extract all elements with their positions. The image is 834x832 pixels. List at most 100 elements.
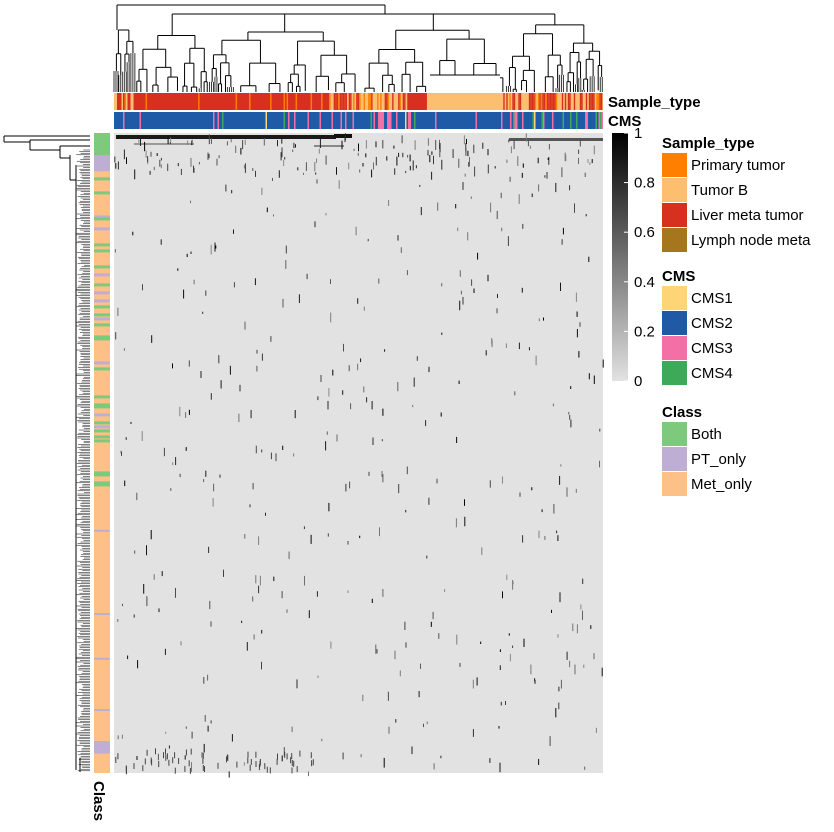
heatmap-cell <box>534 678 536 682</box>
heatmap-cell <box>156 153 158 156</box>
sample-type-cell <box>599 93 601 110</box>
legend-item-label: Primary tumor <box>691 157 785 174</box>
heatmap-cell <box>203 479 205 483</box>
heatmap-cell <box>506 159 508 163</box>
heatmap-cell <box>496 308 498 314</box>
heatmap-cell <box>469 156 470 167</box>
heatmap-cell <box>472 679 474 689</box>
heatmap-cell <box>599 428 601 432</box>
heatmap-cell <box>513 140 515 150</box>
cms-cell <box>319 112 321 129</box>
heatmap-cell <box>193 165 194 173</box>
heatmap-cell <box>349 481 351 489</box>
heatmap-cell <box>159 159 161 167</box>
class-cell <box>94 177 110 181</box>
class-cell <box>94 305 110 309</box>
heatmap-cell <box>570 386 572 389</box>
class-cell <box>94 215 110 219</box>
sample-type-cell <box>120 93 122 110</box>
sample-type-cell <box>249 93 251 110</box>
cms-cell <box>514 112 516 129</box>
sample-type-cell <box>510 93 513 110</box>
heatmap-cell <box>415 165 417 169</box>
sample-type-cell <box>585 93 588 110</box>
cms-cell <box>283 112 285 129</box>
sample-type-cell <box>132 93 134 110</box>
class-cell <box>94 227 110 231</box>
heatmap-cell <box>472 729 474 737</box>
heatmap-cell <box>432 611 434 620</box>
heatmap-cell <box>400 247 402 253</box>
heatmap-cell <box>552 403 554 407</box>
heatmap-cell <box>527 141 529 147</box>
heatmap-cell <box>468 162 470 167</box>
heatmap-cell <box>285 260 287 269</box>
heatmap-cell <box>225 184 227 192</box>
heatmap-cell <box>365 140 367 149</box>
cms-cell <box>598 112 600 129</box>
heatmap-cell <box>137 660 139 669</box>
heatmap-cell <box>584 766 586 770</box>
heatmap-cell <box>510 146 512 154</box>
sample-type-track-label: Sample_type <box>608 94 701 111</box>
heatmap-cell <box>427 150 429 153</box>
sample-type-cell <box>570 93 573 110</box>
heatmap-cell <box>292 149 294 152</box>
heatmap-cell <box>269 767 271 774</box>
class-cell <box>94 439 110 443</box>
legend-swatch <box>662 472 687 496</box>
class-cell <box>94 291 110 295</box>
sample-type-cell <box>591 93 594 110</box>
sample-type-cell <box>198 93 200 110</box>
heatmap-cell <box>193 167 195 173</box>
heatmap-cell <box>576 329 578 338</box>
legend-swatch <box>662 311 687 335</box>
heatmap-cell <box>327 400 329 410</box>
heatmap-cell <box>566 651 568 660</box>
class-cell <box>94 265 110 269</box>
class-cell <box>94 249 110 253</box>
sample-type-cell <box>522 93 525 110</box>
heatmap-cell <box>198 161 200 165</box>
heatmap-cell <box>401 135 403 144</box>
heatmap-cell <box>177 163 179 167</box>
heatmap-cell <box>191 731 193 739</box>
heatmap-cell <box>529 145 531 149</box>
heatmap-cell <box>114 249 116 253</box>
heatmap-cell <box>512 580 514 590</box>
sample-type-cell <box>524 93 526 110</box>
sample-type-cell <box>560 93 562 110</box>
sample-type-cell <box>117 93 119 110</box>
heatmap-cell <box>277 753 278 760</box>
heatmap-cell <box>431 151 433 155</box>
heatmap-cell <box>134 550 136 554</box>
heatmap-cell <box>136 492 138 501</box>
heatmap-cell <box>179 406 181 417</box>
heatmap-cell <box>243 165 245 169</box>
sample-type-cell <box>286 93 289 110</box>
heatmap-cell <box>439 143 441 153</box>
heatmap-cell <box>123 149 125 160</box>
heatmap-cell <box>487 149 489 156</box>
heatmap-cell <box>350 403 352 410</box>
heatmap-cell <box>258 764 260 771</box>
cms-cell <box>405 112 407 129</box>
cms-track-label: CMS <box>608 113 641 130</box>
heatmap-cell <box>209 600 211 610</box>
sample-type-cell <box>588 93 591 110</box>
heatmap-cell <box>590 625 592 629</box>
heatmap-cell <box>314 221 316 228</box>
heatmap-cell <box>490 202 492 213</box>
heatmap-cell <box>166 753 168 760</box>
sample-type-cell <box>525 93 528 110</box>
sample-type-cell <box>537 93 540 110</box>
heatmap-cell <box>459 270 461 277</box>
heatmap-cell <box>252 168 254 171</box>
heatmap-cell <box>574 203 575 213</box>
heatmap-cell <box>146 596 148 607</box>
heatmap-cell <box>458 380 460 384</box>
heatmap-cell <box>212 498 214 507</box>
heatmap-cell <box>291 767 293 774</box>
heatmap-cell <box>399 670 401 677</box>
sample-type-cell <box>115 93 117 110</box>
